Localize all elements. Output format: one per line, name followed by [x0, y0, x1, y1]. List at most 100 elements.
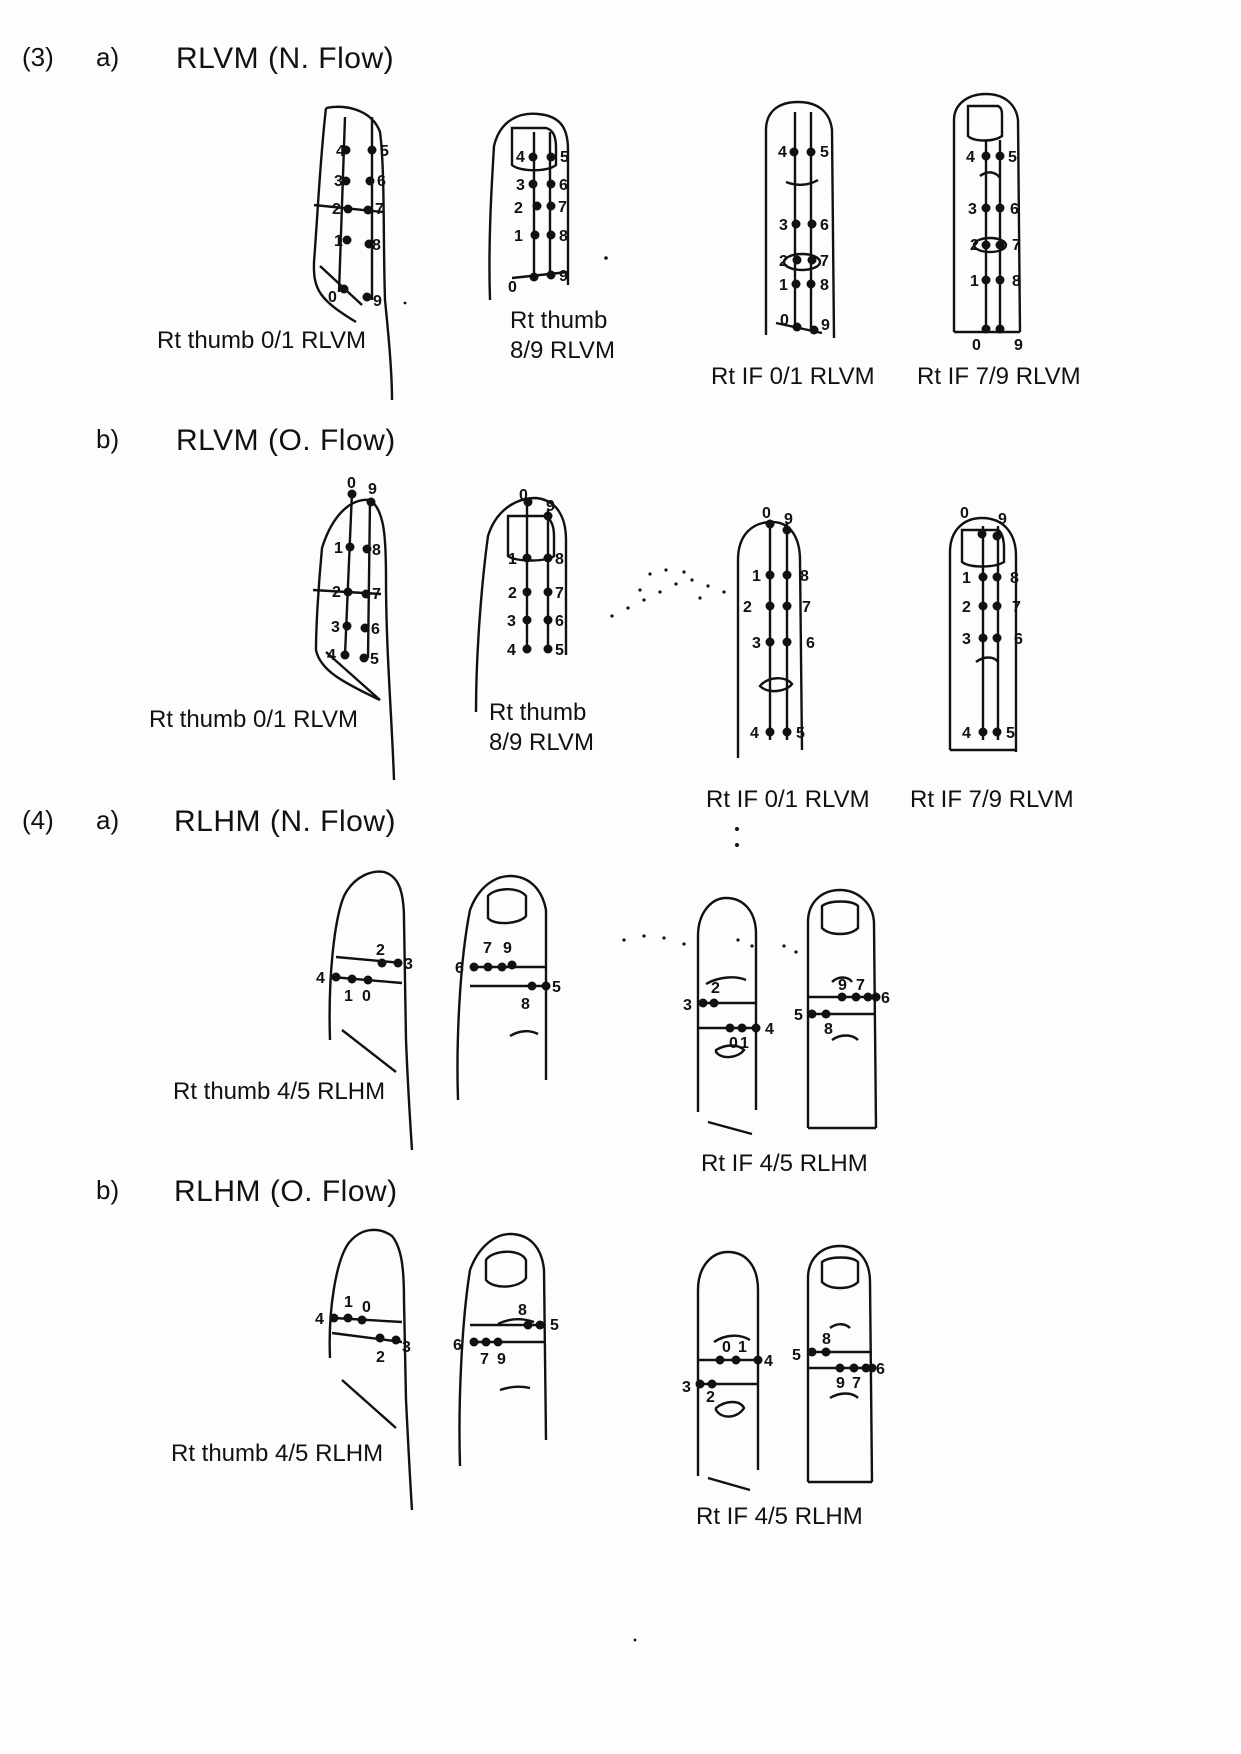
svg-text:6: 6 [559, 177, 568, 194]
diagram-4b-if-nail: 5 8 9 76 [792, 1244, 885, 1484]
svg-text:3: 3 [507, 613, 516, 630]
caption-4a-if-45: Rt IF 4/5 RLHM [701, 1150, 868, 1177]
caption-4b-if-45: Rt IF 4/5 RLHM [696, 1503, 863, 1530]
svg-text:4: 4 [316, 970, 325, 987]
svg-text:9: 9 [998, 511, 1007, 528]
svg-text:7: 7 [558, 199, 567, 216]
svg-text:6: 6 [377, 173, 386, 190]
section-4a-letter: a) [96, 805, 120, 835]
svg-text:6: 6 [806, 635, 815, 652]
svg-text:4: 4 [327, 647, 336, 664]
section-3b-letter: b) [96, 424, 120, 454]
diagram-3a-thumb-89: 4 5 3 6 2 7 1 8 0 9 [488, 112, 570, 301]
caption-3a-thumb-01: Rt thumb 0/1 RLVM [157, 327, 366, 354]
diagram-4a-thumb-nail: 6 7 9 8 5 [455, 874, 561, 1101]
section-3a-letter: a) [96, 42, 120, 72]
svg-text:3: 3 [404, 956, 413, 973]
diagram-4a-if-nail: 5 8 9 76 [794, 888, 890, 1130]
svg-text:1: 1 [334, 233, 343, 250]
svg-text:8: 8 [559, 228, 568, 245]
svg-text:6: 6 [881, 990, 890, 1007]
svg-text:7: 7 [483, 940, 492, 957]
svg-text:1: 1 [740, 1035, 749, 1052]
svg-text:8: 8 [822, 1331, 831, 1348]
svg-text:5: 5 [560, 149, 569, 166]
svg-text:6: 6 [455, 960, 464, 977]
diagram-4b-thumb-nail: 6 7 9 8 5 [453, 1232, 559, 1467]
svg-text:2: 2 [970, 237, 979, 254]
svg-text:8: 8 [800, 568, 809, 585]
svg-text:2: 2 [743, 599, 752, 616]
svg-text:8: 8 [372, 542, 381, 559]
svg-text:4: 4 [315, 1311, 324, 1328]
caption-3b-thumb-89-line2: 8/9 RLVM [489, 729, 594, 756]
section-3a-heading: RLVM (N. Flow) [176, 42, 395, 75]
diagram-3a-thumb-01: 4 5 3 6 2 7 1 8 0 9 [312, 105, 394, 401]
svg-text:9: 9 [1014, 337, 1023, 354]
diagram-3a-if-79: 4 5 3 6 2 7 1 8 0 9 [952, 92, 1023, 354]
section-4a-heading: RLHM (N. Flow) [174, 805, 396, 838]
caption-3b-thumb-89-line1: Rt thumb [489, 699, 587, 726]
svg-text:4: 4 [750, 725, 759, 742]
svg-text:0: 0 [362, 988, 371, 1005]
svg-text:2: 2 [962, 599, 971, 616]
diagram-3a-if-01: 4 5 3 6 2 7 1 8 0 9 [764, 100, 836, 339]
diagram-4b-if-palm: 0 14 32 [682, 1250, 773, 1492]
svg-text:3: 3 [516, 177, 525, 194]
svg-text:5: 5 [820, 144, 829, 161]
svg-text:8: 8 [820, 277, 829, 294]
svg-text:3: 3 [752, 635, 761, 652]
svg-text:9: 9 [503, 940, 512, 957]
svg-text:8: 8 [521, 996, 530, 1013]
svg-text:5: 5 [380, 143, 389, 160]
svg-text:3: 3 [331, 619, 340, 636]
svg-text:7: 7 [852, 1375, 861, 1392]
svg-text:4: 4 [336, 143, 345, 160]
svg-text:2: 2 [376, 1349, 385, 1366]
svg-text:0: 0 [722, 1339, 731, 1356]
svg-text:3: 3 [682, 1379, 691, 1396]
svg-text:7: 7 [375, 201, 384, 218]
svg-text:0: 0 [362, 1299, 371, 1316]
section-4b-letter: b) [96, 1175, 120, 1205]
svg-text:0: 0 [347, 475, 356, 492]
svg-text:2: 2 [779, 253, 788, 270]
dotted-ellipsis-3b [610, 568, 726, 618]
svg-text:8: 8 [372, 237, 381, 254]
svg-text:8: 8 [824, 1021, 833, 1038]
svg-text:0: 0 [762, 505, 771, 522]
svg-text:8: 8 [1010, 570, 1019, 587]
svg-text:3: 3 [683, 997, 692, 1014]
svg-text:0: 0 [508, 279, 517, 296]
svg-text:4: 4 [778, 144, 787, 161]
section-3-number: (3) [22, 42, 54, 72]
svg-text:1: 1 [752, 568, 761, 585]
svg-text:3: 3 [334, 173, 343, 190]
svg-text:9: 9 [368, 481, 377, 498]
svg-text:5: 5 [796, 725, 805, 742]
svg-text:1: 1 [962, 570, 971, 587]
svg-text:4: 4 [966, 149, 975, 166]
svg-text:1: 1 [344, 1294, 353, 1311]
svg-text:0: 0 [960, 505, 969, 522]
svg-text:1: 1 [344, 988, 353, 1005]
svg-text:4: 4 [764, 1353, 773, 1370]
caption-4a-thumb-45: Rt thumb 4/5 RLHM [173, 1078, 386, 1105]
svg-text:2: 2 [508, 585, 517, 602]
svg-text:9: 9 [821, 317, 830, 334]
svg-text:0: 0 [972, 337, 981, 354]
caption-3b-thumb-01: Rt thumb 0/1 RLVM [149, 706, 358, 733]
svg-text:0: 0 [780, 312, 789, 329]
svg-text:1: 1 [738, 1339, 747, 1356]
svg-text:7: 7 [820, 253, 829, 270]
svg-text:5: 5 [1006, 725, 1015, 742]
caption-4b-thumb-45: Rt thumb 4/5 RLHM [171, 1440, 384, 1467]
section-3b-heading: RLVM (O. Flow) [176, 424, 396, 457]
svg-text:3: 3 [962, 631, 971, 648]
svg-text:7: 7 [1012, 599, 1021, 616]
